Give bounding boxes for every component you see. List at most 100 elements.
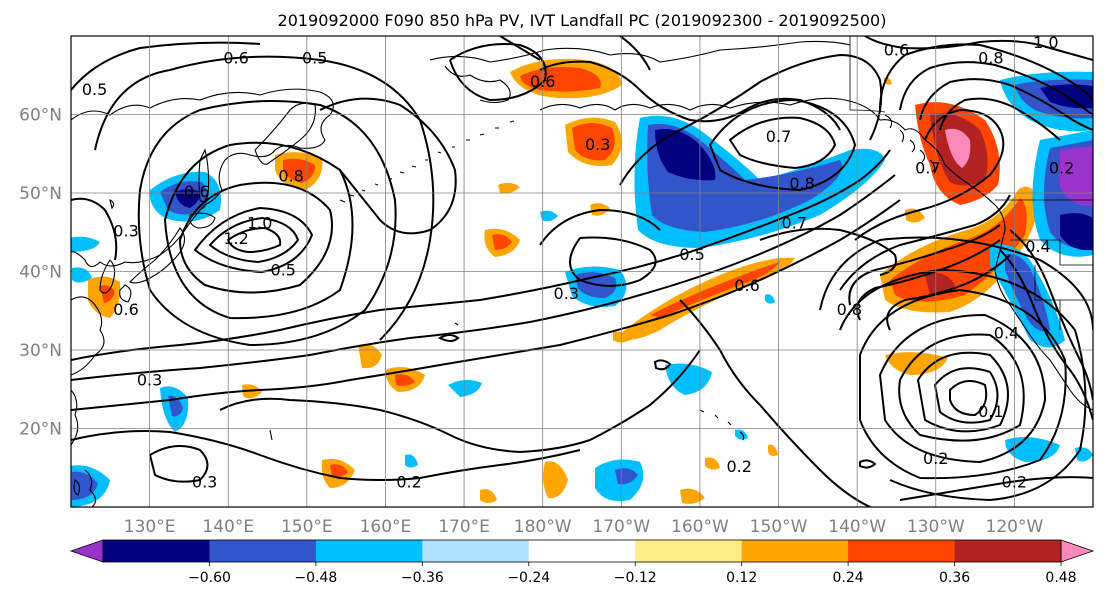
contour-label: 1.0 [1033, 33, 1058, 52]
colorbar-tick-label: −0.36 [401, 570, 444, 586]
ivt-contour [193, 206, 314, 274]
contour-label: 0.6 [884, 41, 909, 60]
pv-negative-shade [765, 294, 775, 304]
ivt-contour [163, 141, 354, 320]
longitude-tick-label: 130°E [124, 517, 176, 537]
latitude-tick-label: 20°N [19, 420, 62, 440]
colorbar-frame [102, 539, 1062, 563]
ivt-contour [848, 224, 1001, 306]
ivt-contour [208, 216, 300, 264]
pv-positive-shade [543, 461, 568, 499]
contour-label: 0.5 [271, 261, 296, 280]
pv-positive-shade [768, 444, 778, 456]
coastline [73, 479, 81, 496]
contour-label: 1.2 [223, 229, 248, 248]
coastline [71, 296, 105, 376]
contour-labels: 0.60.50.50.80.61.01.20.30.50.60.30.3 0.20… [82, 33, 1074, 491]
pv-negative-shade [735, 429, 748, 440]
ivt-contour [94, 55, 435, 341]
colorbar-segment [954, 540, 1062, 562]
ivt-contour [449, 43, 547, 102]
latitude-ticks: 20°N 30°N 40°N 50°N 60°N [19, 106, 62, 440]
colorbar-tick-label: 0.48 [1045, 570, 1076, 586]
ivt-contour [898, 333, 1025, 442]
pv-negative-shade [615, 468, 638, 485]
longitude-tick-label: 160°E [360, 517, 412, 537]
pv-positive-shade [650, 262, 780, 318]
figure-title: 2019092000 F090 850 hPa PV, IVT Landfall… [278, 11, 887, 30]
colorbar-segment [103, 540, 210, 562]
longitude-tick-label: 170°E [438, 517, 490, 537]
longitude-tick-label: 140°E [202, 517, 254, 537]
ivt-contour [71, 430, 581, 481]
ivt-contour [679, 299, 871, 507]
contour-label: 0.3 [192, 472, 217, 491]
pv-positive-shade [480, 489, 497, 503]
pv-positive-shade [492, 234, 512, 250]
coastline [71, 389, 79, 446]
contour-label: 0.3 [137, 370, 162, 389]
ivt-contour [619, 36, 651, 71]
coastline [924, 139, 1093, 411]
pv-positive-shade [945, 128, 971, 168]
contour-label: 0.2 [1002, 472, 1027, 491]
colorbar-segment [209, 540, 317, 562]
ivt-contour [619, 53, 883, 186]
coastlines [71, 40, 1093, 507]
pv-negative-shade [175, 189, 200, 208]
colorbar-segment [315, 540, 423, 562]
contour-label: 0.3 [585, 135, 610, 154]
colorbar-tick-label: −0.60 [188, 570, 231, 586]
contour-label: 0.7 [766, 127, 791, 146]
colorbar-tick-label: 0.12 [726, 570, 757, 586]
pv-positive-shade [572, 123, 615, 161]
pv-positive-shade [330, 464, 348, 478]
contour-label: 0.6 [530, 72, 555, 91]
ivt-contour [137, 100, 397, 347]
ivt-contour [999, 249, 1093, 421]
longitude-tick-label: 150°W [750, 517, 808, 537]
pv-positive-shade [498, 182, 520, 194]
pv-negative-shade [1005, 436, 1060, 462]
contour-label: 0.6 [734, 276, 759, 295]
boundary-line [849, 109, 886, 113]
ivt-contour [839, 194, 1011, 291]
contour-label: 0.6 [113, 300, 138, 319]
graticule [71, 36, 1093, 507]
coastline [539, 97, 926, 141]
ivt-contour [854, 108, 1005, 241]
map-frame [70, 35, 1094, 508]
coastline [198, 148, 210, 203]
ivt-contour [569, 236, 657, 287]
ivt-contour [178, 181, 333, 294]
ivt-contour [939, 97, 1061, 141]
ivt-contour [759, 227, 897, 276]
ivt-contour [219, 349, 701, 454]
colorbar: −0.60 −0.48 −0.36 −0.24 −0.12 0.12 0.24 0.36 0.4… [69, 539, 1095, 586]
coastline [84, 469, 97, 507]
contour-label: 0.5 [82, 80, 107, 99]
ivt-contour [708, 98, 857, 192]
pv-negative-shade [168, 395, 183, 417]
latitude-tick-label: 50°N [19, 184, 62, 204]
pv-positive-shade [705, 457, 720, 470]
contour-label: 0.8 [837, 300, 862, 319]
pv-negative-shade [71, 236, 100, 252]
ivt-contour [653, 359, 672, 371]
coastline [99, 259, 116, 294]
longitude-tick-label: 180°W [514, 517, 572, 537]
contour-label: 0.8 [278, 166, 303, 185]
colorbar-segment [422, 540, 530, 562]
longitude-tick-label: 150°E [281, 517, 333, 537]
ivt-contour [539, 208, 661, 246]
colorbar-segment [635, 540, 743, 562]
contour-label: 0.3 [554, 284, 579, 303]
coastline [189, 212, 216, 229]
pv-negative-shade [1060, 213, 1093, 251]
coastline [119, 284, 132, 303]
coastline [699, 409, 745, 441]
colorbar-extend-max [1060, 539, 1095, 563]
pv-positive-shade [885, 352, 948, 375]
ivt-contour [919, 78, 1093, 131]
colorbar-tick-label: −0.12 [614, 570, 657, 586]
